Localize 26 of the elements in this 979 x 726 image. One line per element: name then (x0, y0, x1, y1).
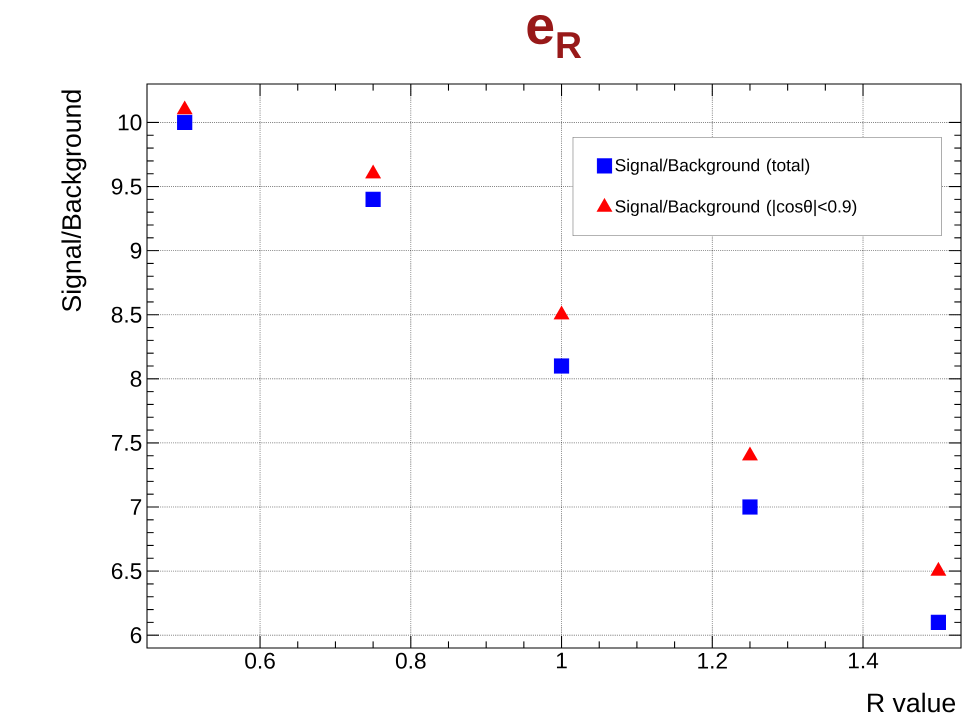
point (742, 499, 758, 515)
point (176, 100, 192, 114)
chart-title: e$_{R}$ (527, 15, 582, 58)
y-axis-title: Signal/Background (61, 90, 86, 312)
y-tick-label: 8.5 (112, 306, 142, 323)
point (554, 306, 570, 320)
y-tick-label: 9 (130, 242, 142, 259)
x-axis-title: R value (868, 692, 956, 712)
legend-label: Signal/Background (|cosθ|<0.9) (615, 200, 856, 216)
y-tick-label: 7.5 (112, 434, 142, 451)
x-tick-label: 0.8 (396, 652, 426, 669)
y-tick-label: 9.5 (112, 178, 142, 195)
y-tick-label: 6.5 (112, 563, 142, 580)
x-tick-label: 1.4 (849, 652, 878, 668)
x-tick-label: 0.6 (245, 652, 275, 669)
x-tick-label: 1.2 (698, 652, 727, 669)
point (742, 446, 758, 460)
point (365, 164, 381, 178)
y-tick-label: 6 (130, 627, 142, 644)
y-tick-label: 10 (118, 114, 142, 130)
point (930, 614, 946, 630)
y-tick-label: 8 (130, 370, 142, 387)
x-tick-label: 1 (556, 652, 567, 668)
y-tick-label: 7 (130, 499, 142, 515)
legend-label: Signal/Background (total) (615, 158, 810, 175)
point (554, 358, 570, 374)
